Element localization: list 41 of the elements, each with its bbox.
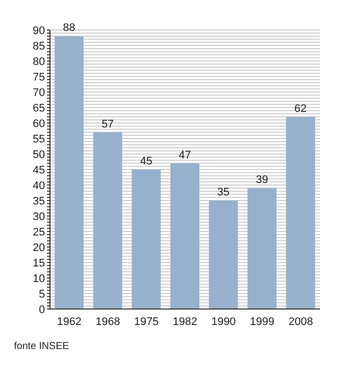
y-tick-label: 90 <box>32 24 45 37</box>
data-label: 47 <box>178 149 191 162</box>
bar <box>132 170 161 309</box>
x-tick-label: 2008 <box>288 316 313 328</box>
bar <box>208 200 238 309</box>
y-tick-label: 5 <box>38 288 45 300</box>
data-label: 45 <box>140 156 152 168</box>
data-label: 88 <box>63 22 76 34</box>
bar <box>54 36 84 309</box>
data-label: 62 <box>294 102 307 115</box>
x-tick-label: 1990 <box>211 316 236 328</box>
y-tick-label: 35 <box>32 195 45 208</box>
bar <box>286 116 316 309</box>
y-tick-label: 85 <box>32 40 45 52</box>
data-label: 57 <box>102 118 114 130</box>
bar <box>247 188 276 309</box>
x-tick-label: 1982 <box>172 316 198 328</box>
x-tick-label: 1999 <box>250 316 274 328</box>
y-tick-label: 50 <box>32 148 45 161</box>
y-tick-label: 15 <box>32 257 45 270</box>
y-tick-label: 75 <box>32 71 45 84</box>
data-label: 39 <box>256 174 268 186</box>
y-tick-label: 0 <box>38 304 45 316</box>
y-tick-label: 65 <box>32 102 45 114</box>
y-tick-label: 40 <box>32 180 45 192</box>
y-tick-label: 60 <box>32 118 45 130</box>
y-tick-label: 70 <box>32 86 45 99</box>
y-tick-label: 30 <box>32 210 45 223</box>
y-tick-label: 20 <box>32 242 45 254</box>
y-tick-label: 55 <box>32 133 45 146</box>
source-note: fonte INSEE <box>14 341 70 352</box>
x-tick-label: 1975 <box>134 316 159 328</box>
bar <box>170 163 200 309</box>
x-tick-label: 1968 <box>96 316 120 328</box>
bar <box>93 132 122 309</box>
data-label: 35 <box>217 186 230 198</box>
y-tick-label: 45 <box>32 164 45 176</box>
x-tick-label: 1962 <box>57 316 82 328</box>
y-tick-label: 25 <box>32 226 45 238</box>
y-tick-label: 10 <box>32 272 45 285</box>
y-tick-label: 80 <box>32 56 45 68</box>
